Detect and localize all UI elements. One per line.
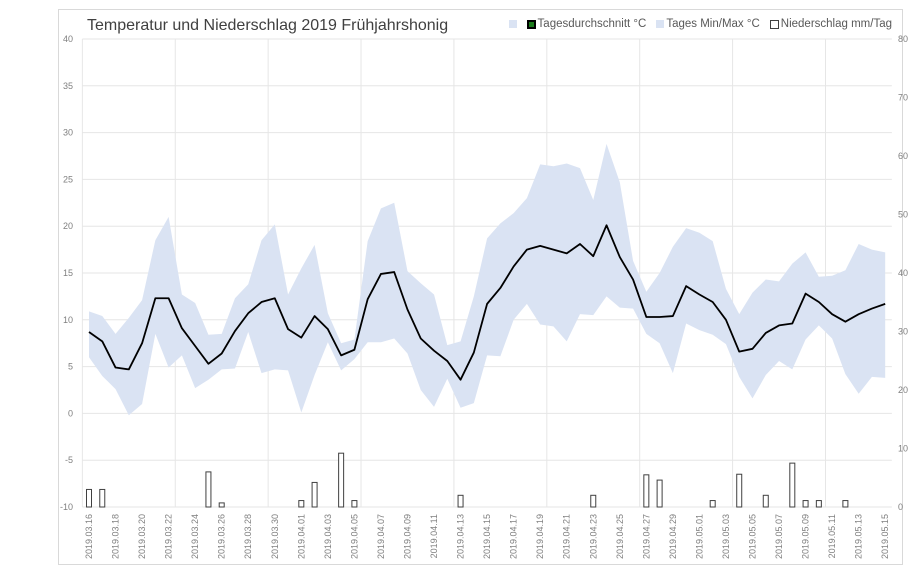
y-right-tick-label: 50	[898, 210, 908, 220]
legend-label: Tages Min/Max °C	[666, 18, 760, 30]
y-left-tick-label: 0	[68, 408, 73, 418]
rain-bar	[338, 452, 345, 508]
x-tick-label: 2019.03.24	[190, 514, 200, 559]
x-tick-label: 2019.05.07	[774, 514, 784, 559]
rain-bar	[86, 488, 92, 508]
x-tick-label: 2019.04.29	[668, 514, 678, 559]
y-right-tick-label: 20	[898, 385, 908, 395]
rain-bar	[656, 479, 663, 508]
legend-item-rain: Niederschlag mm/Tag	[769, 18, 892, 30]
x-tick-label: 2019.03.16	[84, 514, 94, 559]
x-tick-label: 2019.04.23	[588, 514, 598, 559]
y-right-tick-label: 0	[898, 502, 903, 512]
legend-item-minmax: Tages Min/Max °C	[656, 18, 760, 30]
rain-bar	[789, 462, 796, 508]
minmax-band	[89, 143, 886, 416]
y-left-tick-label: 5	[68, 362, 73, 372]
x-tick-label: 2019.04.19	[535, 514, 545, 559]
y-left-tick-label: 40	[63, 34, 73, 44]
x-tick-label: 2019.05.09	[801, 514, 811, 559]
y-right-tick-label: 10	[898, 444, 908, 454]
rain-bar	[802, 500, 809, 508]
rain-bar	[643, 474, 650, 508]
rain-bar	[457, 494, 464, 508]
rain-bar	[99, 488, 106, 508]
x-tick-label: 2019.04.03	[323, 514, 333, 559]
y-right-tick-label: 60	[898, 151, 908, 161]
y-left-tick-label: 25	[63, 174, 73, 184]
y-left-tick-label: -5	[65, 455, 73, 465]
x-tick-label: 2019.04.21	[562, 514, 572, 559]
x-tick-label: 2019.04.17	[509, 514, 519, 559]
x-tick-label: 2019.05.15	[880, 514, 890, 559]
x-tick-label: 2019.04.07	[376, 514, 386, 559]
legend-item-mean: Tagesdurchschnitt °C	[526, 18, 647, 30]
y-left-tick-label: 10	[63, 315, 73, 325]
y-left-tick-label: 35	[63, 81, 73, 91]
x-tick-label: 2019.04.05	[349, 514, 359, 559]
y-left-tick-label: 20	[63, 221, 73, 231]
legend-mean-swatch	[526, 19, 536, 29]
x-tick-label: 2019.04.13	[456, 514, 466, 559]
rain-bar	[205, 471, 212, 508]
mean-temperature-line	[88, 224, 886, 381]
x-tick-label: 2019.05.13	[854, 514, 864, 559]
y-right-tick-label: 80	[898, 34, 908, 44]
x-tick-label: 2019.04.11	[429, 514, 439, 558]
y-left-tick-label: 30	[63, 128, 73, 138]
x-tick-label: 2019.05.03	[721, 514, 731, 559]
rain-bar	[218, 502, 225, 508]
y-right-tick-label: 30	[898, 327, 908, 337]
y-right-tick-label: 70	[898, 93, 908, 103]
rain-bar	[298, 500, 305, 508]
x-tick-label: 2019.04.01	[296, 514, 306, 559]
rain-bar	[351, 500, 358, 508]
x-tick-label: 2019.03.20	[137, 514, 147, 559]
rain-bar	[762, 494, 769, 508]
x-tick-label: 2019.04.09	[402, 514, 412, 559]
x-tick-label: 2019.03.28	[243, 514, 253, 559]
chart-title: Temperatur und Niederschlag 2019 Frühjah…	[87, 17, 449, 34]
y-right-tick-label: 40	[898, 268, 908, 278]
x-tick-label: 2019.03.26	[217, 514, 227, 559]
x-tick-label: 2019.03.30	[270, 514, 280, 559]
x-tick-label: 2019.05.11	[827, 514, 837, 558]
legend-rain-swatch	[769, 19, 779, 29]
x-tick-label: 2019.04.25	[615, 514, 625, 559]
rain-bar	[736, 473, 743, 508]
rain-bar	[311, 481, 318, 508]
rain-bar	[590, 494, 597, 508]
legend-band-swatch	[508, 20, 517, 28]
rain-bar	[842, 500, 849, 508]
y-left-tick-label: -10	[60, 502, 73, 512]
legend: Tagesdurchschnitt °C Tages Min/Max °C Ni…	[508, 18, 892, 30]
x-tick-label: 2019.03.18	[111, 514, 121, 559]
x-tick-label: 2019.03.22	[164, 514, 174, 559]
x-tick-label: 2019.04.27	[641, 514, 651, 559]
chart-frame	[58, 9, 903, 565]
x-tick-label: 2019.04.15	[482, 514, 492, 559]
x-tick-label: 2019.05.01	[694, 514, 704, 559]
legend-minmax-swatch	[656, 20, 665, 28]
y-left-tick-label: 15	[63, 268, 73, 278]
rain-bar	[815, 500, 822, 508]
rain-bar	[709, 500, 716, 508]
legend-label: Niederschlag mm/Tag	[780, 18, 892, 30]
legend-label: Tagesdurchschnitt °C	[537, 18, 647, 30]
x-tick-label: 2019.05.05	[748, 514, 758, 559]
